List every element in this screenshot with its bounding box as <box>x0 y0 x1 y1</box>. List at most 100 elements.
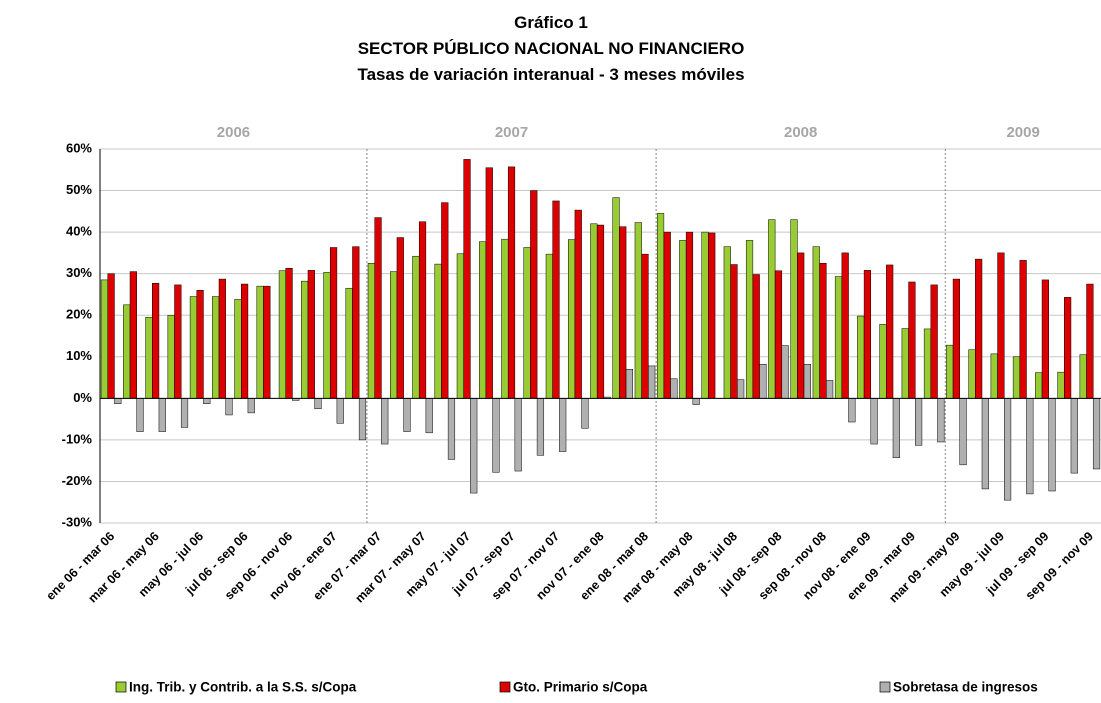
bar <box>937 398 945 443</box>
bar <box>952 278 960 399</box>
bar <box>826 380 834 399</box>
bar <box>559 398 567 452</box>
bar <box>323 272 331 399</box>
y-tick-label: 60% <box>66 140 92 155</box>
bar <box>1003 398 1012 501</box>
bar <box>158 398 166 432</box>
bar <box>1035 372 1043 399</box>
year-label: 2009 <box>1006 124 1039 141</box>
bar <box>797 252 805 399</box>
bar <box>708 232 716 399</box>
bar <box>263 285 271 399</box>
bar <box>107 273 115 399</box>
chart-subtitle: SECTOR PÚBLICO NACIONAL NO FINANCIERO <box>358 39 745 58</box>
bar <box>501 238 509 399</box>
bar <box>180 398 189 428</box>
bar <box>1019 260 1027 399</box>
bar <box>863 270 872 399</box>
bar <box>536 398 545 456</box>
bar <box>981 398 989 490</box>
bar <box>774 270 783 399</box>
bar <box>174 284 182 399</box>
bar <box>930 284 938 399</box>
bar <box>596 224 605 399</box>
bar <box>886 264 894 399</box>
bar <box>212 296 220 399</box>
bar <box>812 246 820 399</box>
bar <box>167 314 175 399</box>
bar <box>723 246 731 399</box>
bar <box>819 263 827 399</box>
bar <box>307 270 315 399</box>
bar <box>1012 356 1021 399</box>
bar <box>507 166 516 399</box>
bar <box>879 324 887 399</box>
bar <box>641 253 649 399</box>
bar <box>329 247 338 399</box>
bar <box>730 264 738 399</box>
year-label: 2008 <box>784 124 817 141</box>
bar <box>870 398 878 445</box>
bar <box>737 379 745 399</box>
bar <box>247 398 255 414</box>
year-label: 2007 <box>495 124 528 141</box>
bar <box>352 246 360 399</box>
bar <box>123 304 131 399</box>
y-tick-label: 50% <box>66 182 92 197</box>
bar <box>959 398 967 466</box>
bar <box>997 252 1005 399</box>
bar <box>203 398 211 404</box>
bar <box>625 368 634 399</box>
legend-label: Gto. Primario s/Copa <box>513 680 648 695</box>
bar <box>441 202 449 399</box>
bar <box>790 219 798 399</box>
bar <box>285 268 293 399</box>
bar <box>759 364 767 399</box>
bar <box>545 253 553 399</box>
legend-swatch <box>879 681 891 693</box>
bar <box>530 190 538 399</box>
bar <box>114 398 122 404</box>
chart-title: Gráfico 1 <box>514 13 588 32</box>
bar <box>968 349 976 399</box>
bar <box>803 364 811 399</box>
bar <box>946 344 954 399</box>
bar <box>745 240 754 399</box>
bar <box>1064 297 1072 399</box>
bar <box>581 398 589 429</box>
legend-label: Sobretasa de ingresos <box>893 680 1038 695</box>
bar <box>1079 354 1087 399</box>
bar <box>834 276 843 399</box>
bar <box>523 247 531 399</box>
bar <box>470 398 478 494</box>
y-tick-label: -30% <box>62 514 93 529</box>
bar <box>923 328 932 399</box>
bar <box>915 398 923 446</box>
bar <box>278 270 286 399</box>
chart-subtitle: Tasas de variación interanual - 3 meses … <box>357 65 744 84</box>
y-tick-label: 40% <box>66 224 92 239</box>
bar <box>692 398 700 405</box>
bar <box>1048 398 1056 492</box>
bar <box>129 271 137 399</box>
bar <box>975 258 983 399</box>
bar <box>552 200 560 399</box>
bar <box>634 222 642 399</box>
bar <box>679 240 687 399</box>
legend-swatch <box>499 681 511 693</box>
bar <box>848 398 856 423</box>
bar <box>514 398 522 472</box>
bar <box>358 398 367 441</box>
bar <box>145 317 153 399</box>
bar <box>479 241 487 399</box>
bar <box>456 253 464 399</box>
bar <box>418 221 427 399</box>
bar <box>396 237 404 399</box>
bar <box>857 315 865 399</box>
y-tick-label: 0% <box>73 390 92 405</box>
bar <box>434 263 442 399</box>
bar <box>1057 371 1065 399</box>
bar <box>752 274 760 399</box>
bar <box>381 398 389 445</box>
